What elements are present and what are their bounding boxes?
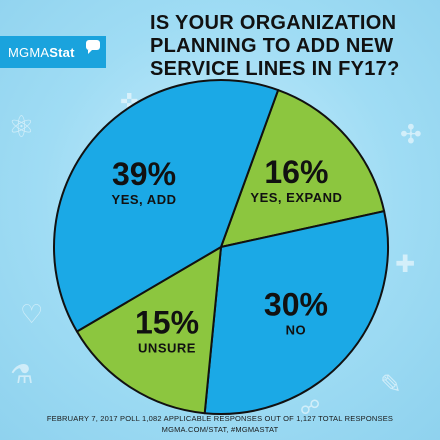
slice-value-label: 30% xyxy=(264,287,328,323)
flask-icon: ⚗ xyxy=(10,360,34,390)
heart-icon: ♡ xyxy=(20,300,44,330)
chart-title: IS YOUR ORGANIZATION PLANNING TO ADD NEW… xyxy=(150,12,434,81)
title-line-3: SERVICE LINES IN FY17? xyxy=(150,58,400,80)
title-line-1: IS YOUR ORGANIZATION xyxy=(150,12,397,34)
stethoscope-icon: ☍ xyxy=(300,395,321,419)
slice-value-label: 16% xyxy=(264,154,328,190)
slice-category-label: UNSURE xyxy=(138,340,196,355)
pie-slice-unsure xyxy=(75,246,222,415)
syringe-icon: ✎ xyxy=(380,370,402,400)
pill-icon: ✚ xyxy=(395,250,416,278)
slice-category-label: NO xyxy=(286,323,307,338)
slice-value-label: 15% xyxy=(135,304,199,340)
chat-bubble-icon xyxy=(86,40,100,54)
pie-slice-yes-add xyxy=(53,79,280,333)
dna-icon: ✣ xyxy=(400,120,422,150)
source-footnote: MGMA.COM/STAT, #MGMASTAT xyxy=(161,425,279,434)
slice-category-label: YES, ADD xyxy=(112,192,177,207)
pie-slice-no xyxy=(203,210,389,415)
title-line-2: PLANNING TO ADD NEW xyxy=(150,35,394,57)
logo-text: MGMAStat xyxy=(8,44,75,60)
poll-footnote: FEBRUARY 7, 2017 POLL 1,082 APPLICABLE R… xyxy=(46,414,394,423)
atom-icon: ⚛ xyxy=(8,110,35,145)
slice-category-label: YES, EXPAND xyxy=(250,190,342,205)
mgma-stat-logo: MGMAStat xyxy=(0,36,106,68)
pie-slice-yes-expand xyxy=(220,89,386,248)
slice-value-label: 39% xyxy=(112,156,176,192)
